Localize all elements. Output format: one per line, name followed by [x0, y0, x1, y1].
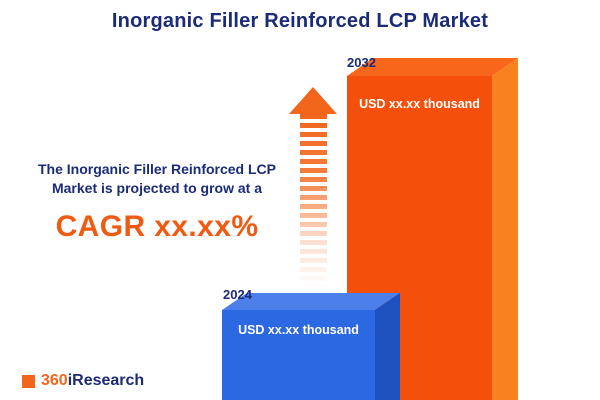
- page-title: Inorganic Filler Reinforced LCP Market: [111, 10, 489, 32]
- description-line2: Market is projected to grow at a: [51, 179, 263, 196]
- arrow-shaft-stripes: [300, 114, 327, 288]
- logo-number: 360: [41, 372, 68, 389]
- bar-2024-front-face: [222, 310, 375, 400]
- bar-2032-top-face: [347, 58, 518, 76]
- logo-name: iResearch: [67, 372, 145, 389]
- value-label-2032: USD xx.xx thousand: [359, 97, 480, 111]
- brand-logo: 360 iResearch: [22, 372, 144, 390]
- description-line1: The Inorganic Filler Reinforced LCP: [37, 161, 277, 177]
- logo-square-icon: [22, 374, 35, 388]
- arrow-head-icon: [289, 87, 337, 114]
- bar-2024-top-face: [222, 293, 400, 310]
- year-label-2024: 2024: [223, 287, 252, 302]
- bar-2024-side-face: [375, 293, 400, 400]
- description: The Inorganic Filler Reinforced LCP Mark…: [16, 160, 298, 247]
- year-label-2032: 2032: [347, 55, 376, 70]
- value-label-2024: USD xx.xx thousand: [238, 323, 359, 337]
- bar-2032-side-face: [492, 58, 518, 400]
- cagr-text: CAGR xx.xx%: [55, 209, 259, 243]
